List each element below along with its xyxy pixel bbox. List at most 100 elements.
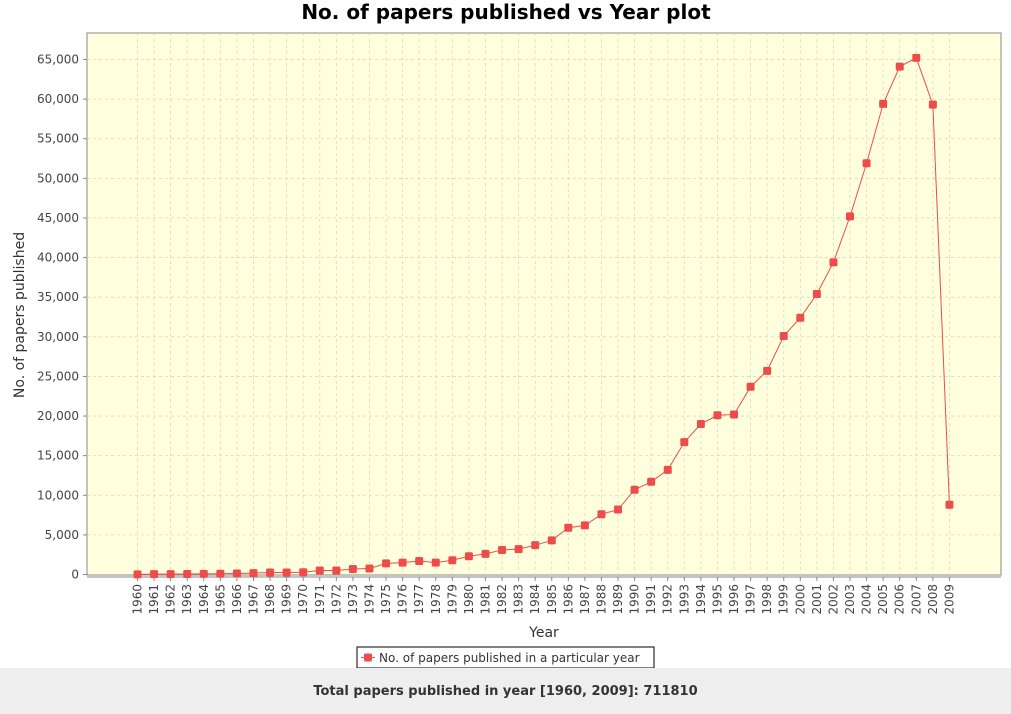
data-point: [928, 100, 937, 109]
x-tick-label: 1972: [329, 584, 343, 615]
data-point: [232, 569, 241, 578]
x-tick-label: 1981: [478, 584, 492, 615]
data-point: [249, 569, 258, 578]
data-point: [597, 510, 606, 519]
data-point: [431, 558, 440, 567]
x-tick-label: 1984: [528, 584, 542, 615]
data-point: [763, 366, 772, 375]
data-point: [614, 505, 623, 514]
x-tick-label: 1973: [346, 584, 360, 615]
status-footer: Total papers published in year [1960, 20…: [0, 668, 1011, 714]
data-point: [564, 523, 573, 532]
data-point: [481, 549, 490, 558]
total-papers-summary: Total papers published in year [1960, 20…: [313, 683, 698, 699]
x-tick-label: 1969: [280, 584, 294, 615]
x-tick-label: 1999: [777, 584, 791, 615]
y-tick-label: 0: [71, 568, 79, 582]
data-point: [647, 477, 656, 486]
data-point: [266, 568, 275, 577]
data-point: [746, 382, 755, 391]
x-tick-label: 1983: [512, 584, 526, 615]
x-tick-label: 1991: [644, 584, 658, 615]
x-tick-label: 1996: [727, 584, 741, 615]
data-point: [812, 290, 821, 299]
x-tick-label: 2001: [810, 584, 824, 615]
data-point: [282, 568, 291, 577]
data-point: [332, 566, 341, 575]
data-point: [846, 212, 855, 221]
data-point: [498, 545, 507, 554]
x-tick-label: 2003: [843, 584, 857, 615]
line-chart: No. of papers published vs Year plot 0 5,…: [12, 0, 1002, 669]
data-point: [779, 332, 788, 341]
x-tick-label: 1963: [180, 584, 194, 615]
grid-lines: [87, 33, 1001, 575]
data-point: [580, 521, 589, 530]
data-point: [713, 411, 722, 420]
x-tick-label: 1964: [197, 584, 211, 615]
y-tick-label: 65,000: [37, 52, 79, 66]
x-axis: 1960 1961 1962 1963 1964 1965 1966 1967 1968 1969…: [87, 576, 1001, 615]
x-tick-label: 2002: [826, 584, 840, 615]
x-tick-label: 1988: [594, 584, 608, 615]
x-tick-label: 1990: [628, 584, 642, 615]
data-point: [829, 258, 838, 267]
plot-background: [86, 32, 1002, 576]
x-tick-label: 1975: [379, 584, 393, 615]
x-tick-label: 1998: [760, 584, 774, 615]
x-tick-label: 1995: [710, 584, 724, 615]
x-axis-label: Year: [528, 625, 559, 641]
x-tick-label: 1985: [545, 584, 559, 615]
x-tick-label: 1980: [462, 584, 476, 615]
x-tick-label: 1986: [561, 584, 575, 615]
x-tick-label: 2005: [876, 584, 890, 615]
data-point: [912, 53, 921, 62]
x-tick-label: 1977: [412, 584, 426, 615]
data-point: [315, 566, 324, 575]
y-tick-label: 45,000: [37, 211, 79, 225]
y-tick-label: 55,000: [37, 132, 79, 146]
data-point: [166, 570, 175, 579]
y-tick-label: 5,000: [45, 528, 79, 542]
x-tick-label: 1970: [296, 584, 310, 615]
x-tick-label: 1971: [313, 584, 327, 615]
data-point: [895, 62, 904, 71]
data-point: [415, 557, 424, 566]
x-tick-label: 1978: [429, 584, 443, 615]
x-tick-label: 2006: [893, 584, 907, 615]
data-point: [133, 570, 142, 579]
data-point: [862, 159, 871, 168]
x-tick-label: 1993: [677, 584, 691, 615]
data-point: [663, 465, 672, 474]
data-point: [730, 410, 739, 419]
data-point: [796, 313, 805, 322]
x-tick-label: 1994: [694, 584, 708, 615]
data-point: [547, 536, 556, 545]
y-tick-label: 25,000: [37, 369, 79, 383]
data-point: [448, 556, 457, 565]
x-tick-label: 1968: [263, 584, 277, 615]
x-tick-label: 2008: [926, 584, 940, 615]
x-tick-label: 1997: [744, 584, 758, 615]
x-tick-label: 2004: [860, 584, 874, 615]
chart-title: No. of papers published vs Year plot: [301, 0, 711, 24]
data-point: [464, 552, 473, 561]
x-tick-label: 1960: [131, 584, 145, 615]
data-point: [183, 570, 192, 579]
y-tick-label: 15,000: [37, 449, 79, 463]
x-tick-label: 1992: [661, 584, 675, 615]
x-tick-label: 1989: [611, 584, 625, 615]
data-point: [398, 558, 407, 567]
legend-series-label: No. of papers published in a particular …: [379, 651, 640, 665]
y-axis-label: No. of papers published: [12, 232, 28, 398]
y-tick-label: 20,000: [37, 409, 79, 423]
series-layer: [133, 53, 954, 579]
data-point: [879, 99, 888, 108]
y-tick-label: 35,000: [37, 290, 79, 304]
data-point: [531, 541, 540, 550]
data-point: [945, 500, 954, 509]
data-point: [680, 438, 689, 447]
x-tick-label: 1976: [396, 584, 410, 615]
x-tick-label: 1962: [164, 584, 178, 615]
chart-area: No. of papers published vs Year plot 0 5,…: [12, 0, 1002, 669]
